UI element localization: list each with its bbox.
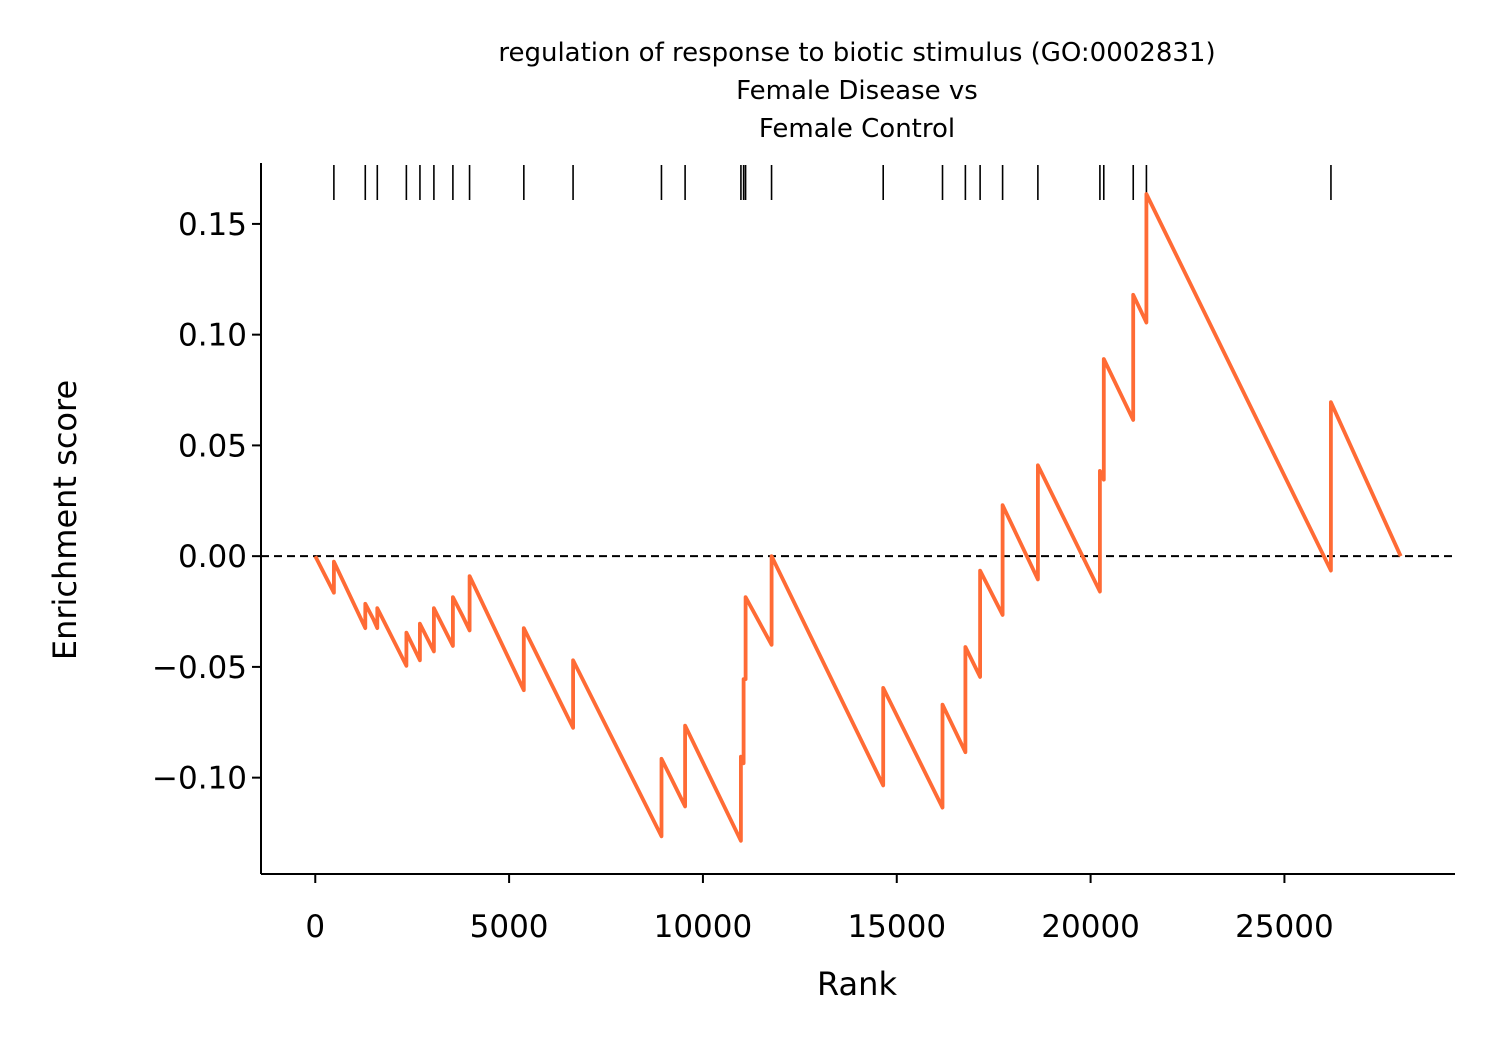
y-tick-label: −0.05 [152,650,247,686]
x-tick-label: 5000 [470,909,549,945]
y-axis-label: Enrichment score [46,380,84,660]
chart-title: regulation of response to biotic stimulu… [498,38,1215,144]
y-tick-label: 0.00 [178,539,247,575]
plot-area: 0 5000 10000 15000 20000 25000 −0.10 −0.05 0.00 0… [152,163,1455,945]
enrichment-score-line [313,192,1403,843]
y-tick-label: 0.15 [178,207,247,243]
y-tick-label: −0.10 [152,761,247,797]
x-tick-label: 0 [305,909,325,945]
y-tick-label: 0.10 [178,318,247,354]
x-tick-label: 25000 [1235,909,1334,945]
chart-title-line-1: regulation of response to biotic stimulu… [498,38,1215,68]
y-tick-label: 0.05 [178,428,247,464]
x-tick-label: 15000 [847,909,946,945]
chart-title-line-3: Female Control [759,114,955,144]
x-axis-label: Rank [817,965,897,1003]
x-tick-label: 20000 [1041,909,1140,945]
x-tick-label: 10000 [654,909,753,945]
chart-title-line-2: Female Disease vs [736,76,978,106]
